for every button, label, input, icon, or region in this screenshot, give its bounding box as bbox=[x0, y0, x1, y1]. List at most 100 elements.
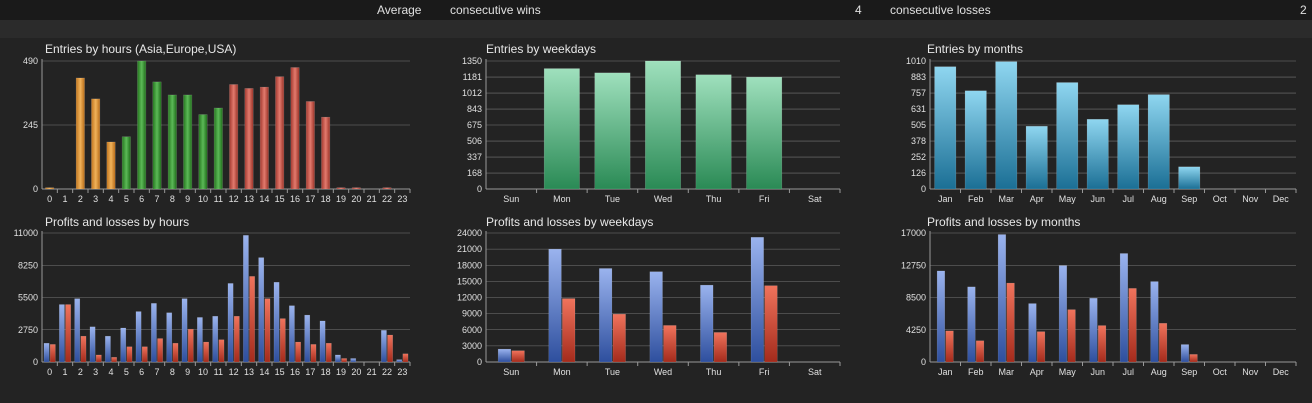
x-tick-label: Apr bbox=[1030, 194, 1044, 204]
bar bbox=[259, 86, 269, 190]
bar bbox=[1117, 104, 1140, 190]
pl-weekdays-chart: Profits and losses by weekdays 0 3000 6000 9… bbox=[457, 215, 841, 377]
loss-bar bbox=[562, 298, 576, 363]
x-tick-label: Sep bbox=[1181, 367, 1197, 377]
x-tick-label: Tue bbox=[605, 367, 620, 377]
bar bbox=[1025, 126, 1048, 190]
y-tick-label: 0 bbox=[921, 184, 926, 194]
loss-bar bbox=[49, 344, 56, 363]
pl-months-chart: Profits and losses by months 0 4250 8500 127… bbox=[901, 215, 1297, 377]
y-tick-label: 506 bbox=[467, 136, 482, 146]
y-tick-label: 252 bbox=[911, 152, 926, 162]
loss-bar bbox=[976, 340, 985, 363]
loss-bar bbox=[1067, 309, 1076, 363]
profit-bar bbox=[750, 237, 764, 363]
x-tick-label: Jun bbox=[1090, 367, 1105, 377]
x-tick-label: 20 bbox=[351, 194, 361, 204]
profit-bar bbox=[197, 317, 203, 363]
bar bbox=[1178, 166, 1201, 190]
x-tick-label: 16 bbox=[290, 367, 300, 377]
x-tick-label: Mon bbox=[553, 367, 571, 377]
profit-bar bbox=[74, 298, 81, 363]
x-tick-label: 11 bbox=[214, 367, 223, 377]
profit-bar bbox=[212, 316, 219, 363]
x-tick-label: Tue bbox=[605, 194, 620, 204]
bar bbox=[183, 94, 193, 190]
y-tick-label: 0 bbox=[477, 184, 482, 194]
bar bbox=[995, 61, 1018, 190]
consecutive-losses-label: consecutive losses bbox=[890, 3, 991, 17]
loss-bar bbox=[341, 358, 347, 363]
x-tick-label: 19 bbox=[336, 194, 346, 204]
profit-bar bbox=[649, 271, 663, 363]
loss-bar bbox=[187, 328, 194, 363]
x-tick-label: Aug bbox=[1151, 194, 1167, 204]
profit-bar bbox=[289, 305, 295, 363]
x-tick-label: Mar bbox=[999, 367, 1015, 377]
profit-bar bbox=[381, 330, 387, 363]
bar bbox=[275, 76, 285, 190]
loss-bar bbox=[249, 276, 255, 363]
bar bbox=[746, 76, 783, 190]
y-tick-label: 0 bbox=[33, 357, 38, 367]
x-tick-label: Wed bbox=[654, 367, 672, 377]
y-tick-label: 1350 bbox=[462, 56, 482, 66]
x-tick-label: 11 bbox=[214, 194, 223, 204]
loss-bar bbox=[95, 354, 102, 363]
x-tick-label: 6 bbox=[139, 367, 144, 377]
y-tick-label: 883 bbox=[911, 72, 926, 82]
y-tick-label: 15000 bbox=[457, 276, 482, 286]
y-tick-label: 4250 bbox=[906, 325, 926, 335]
x-tick-label: 1 bbox=[62, 194, 67, 204]
profit-bar bbox=[700, 284, 714, 363]
bar bbox=[382, 187, 392, 190]
bar bbox=[106, 141, 116, 190]
x-tick-label: Mar bbox=[999, 194, 1015, 204]
x-tick-label: 0 bbox=[47, 194, 52, 204]
profit-bar bbox=[105, 335, 111, 363]
x-tick-label: 23 bbox=[397, 367, 407, 377]
loss-bar bbox=[279, 318, 286, 363]
y-tick-label: 505 bbox=[911, 120, 926, 130]
y-tick-label: 490 bbox=[23, 56, 38, 66]
y-tick-label: 11000 bbox=[14, 228, 38, 238]
x-tick-label: Thu bbox=[706, 194, 722, 204]
y-tick-label: 843 bbox=[467, 104, 482, 114]
x-tick-label: Dec bbox=[1273, 367, 1290, 377]
y-tick-label: 0 bbox=[477, 357, 482, 367]
consecutive-wins-label: consecutive wins bbox=[450, 3, 541, 17]
x-tick-label: Mon bbox=[553, 194, 571, 204]
x-tick-label: 9 bbox=[185, 194, 190, 204]
y-tick-label: 1010 bbox=[906, 56, 926, 66]
x-tick-label: 9 bbox=[185, 367, 190, 377]
bar bbox=[594, 72, 631, 190]
bar bbox=[1086, 119, 1109, 190]
x-tick-label: 23 bbox=[397, 194, 407, 204]
x-tick-label: 14 bbox=[259, 367, 269, 377]
y-tick-label: 8250 bbox=[18, 260, 38, 270]
x-tick-label: 4 bbox=[108, 194, 113, 204]
y-tick-label: 378 bbox=[911, 136, 926, 146]
loss-bar bbox=[612, 313, 626, 363]
profit-bar bbox=[1180, 344, 1189, 363]
bar bbox=[290, 67, 300, 190]
x-tick-label: Jul bbox=[1122, 194, 1134, 204]
profit-bar bbox=[599, 268, 613, 363]
x-tick-label: 19 bbox=[336, 367, 346, 377]
loss-bar bbox=[945, 330, 954, 363]
bar bbox=[645, 60, 681, 190]
x-tick-label: Sun bbox=[503, 194, 519, 204]
loss-bar bbox=[172, 342, 179, 363]
x-tick-label: 16 bbox=[290, 194, 300, 204]
bar bbox=[964, 90, 987, 190]
loss-bar bbox=[264, 298, 271, 363]
y-tick-label: 126 bbox=[911, 168, 926, 178]
profit-bar bbox=[335, 354, 341, 363]
y-tick-label: 18000 bbox=[457, 260, 482, 270]
profit-bar bbox=[304, 314, 311, 363]
x-tick-label: Sat bbox=[808, 194, 822, 204]
x-tick-label: 3 bbox=[93, 194, 98, 204]
bar bbox=[137, 60, 147, 190]
chart-title: Entries by months bbox=[927, 42, 1023, 56]
